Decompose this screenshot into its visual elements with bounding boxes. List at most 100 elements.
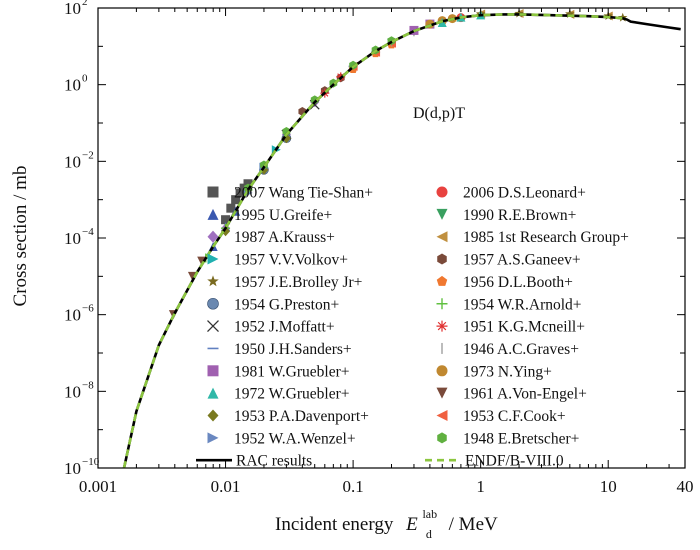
legend-marker — [207, 186, 219, 198]
legend-marker — [437, 432, 447, 444]
legend-entry: 1951 K.G.Mcneill+ — [436, 319, 585, 336]
legend-marker — [207, 387, 219, 399]
x-tick-label: 0.001 — [79, 477, 117, 496]
legend-label: 1985 1st Research Group+ — [463, 229, 629, 246]
legend-label: 1972 W.Gruebler+ — [234, 386, 350, 403]
legend-entry: 1981 W.Gruebler+ — [207, 363, 350, 380]
legend-marker — [436, 231, 448, 243]
legend-label: 1981 W.Gruebler+ — [234, 363, 350, 380]
legend-entry: 2007 Wang Tie-Shan+ — [207, 185, 373, 202]
legend-marker — [436, 186, 448, 198]
x-axis-title-sub: d — [426, 527, 432, 541]
legend-entry: 1973 N.Ying+ — [436, 363, 552, 380]
x-axis-title-text: Incident energy — [275, 514, 394, 535]
legend-entry: 1985 1st Research Group+ — [436, 229, 629, 246]
data-point — [281, 133, 291, 144]
legend-entry: 1957 V.V.Volkov+ — [207, 252, 348, 269]
y-tick-base: 10 — [64, 382, 81, 401]
legend-marker — [207, 409, 219, 422]
legend-label: 1973 N.Ying+ — [463, 363, 552, 380]
legend-entry: 1995 U.Greife+ — [207, 207, 332, 224]
legend-marker — [207, 365, 219, 377]
data-point — [231, 195, 241, 205]
legend-entry: 1957 J.E.Brolley Jr+ — [207, 274, 362, 291]
legend-label: 1954 G.Preston+ — [234, 296, 339, 313]
y-tick-base: 10 — [64, 152, 81, 171]
legend-label: 1952 J.Moffatt+ — [234, 319, 335, 336]
data-point — [565, 8, 575, 18]
legend-entry: 1957 A.S.Ganeev+ — [437, 252, 581, 269]
x-axis-title-unit: / MeV — [449, 514, 498, 535]
x-axis-title-symbol: E — [405, 514, 418, 535]
legend-entry: 1952 W.A.Wenzel+ — [207, 430, 356, 447]
legend-entry: 1953 P.A.Davenport+ — [207, 408, 369, 425]
legend-label: 1953 P.A.Davenport+ — [234, 408, 369, 425]
y-tick-label: 10−6 — [64, 303, 94, 325]
y-tick-exponent: 2 — [82, 0, 88, 8]
axes-layer: 0.001 0.01 0.1 1 10 4010−1010−810−610−410−210… — [64, 0, 694, 496]
legend-marker — [207, 208, 219, 220]
legend-label: RAC results — [236, 453, 312, 470]
legend-marker — [207, 230, 219, 243]
legend-entry: 1987 A.Krauss+ — [207, 229, 335, 246]
y-tick-base: 10 — [64, 0, 81, 18]
y-tick-exponent: −4 — [82, 226, 94, 238]
y-tick-exponent: −10 — [82, 456, 100, 468]
legend-label: 1954 W.R.Arnold+ — [463, 296, 582, 313]
y-tick-label: 102 — [64, 0, 88, 18]
x-axis-title: Incident energy E lab d / MeV — [275, 502, 498, 543]
data-point — [197, 256, 207, 266]
legend-marker — [207, 432, 219, 444]
data-point — [310, 95, 319, 105]
data-point — [235, 188, 245, 198]
y-tick-label: 10−4 — [64, 226, 94, 248]
y-tick-exponent: 0 — [82, 73, 88, 85]
legend-label: ENDF/B-VIII.0 — [465, 453, 564, 470]
x-tick-label: 0.1 — [342, 477, 363, 496]
legend-entry: 1952 J.Moffatt+ — [207, 319, 335, 336]
legend-marker — [207, 275, 219, 287]
legend-label: 1957 V.V.Volkov+ — [234, 252, 348, 269]
legend-entry: 2006 D.S.Leonard+ — [436, 185, 586, 202]
legend-label: 1995 U.Greife+ — [234, 207, 332, 224]
legend-entry: 1950 J.H.Sanders+ — [207, 341, 352, 358]
legend-marker — [207, 297, 219, 310]
legend-label: 1990 R.E.Brown+ — [463, 207, 576, 224]
y-tick-base: 10 — [64, 459, 81, 478]
x-tick-label: 1 — [476, 477, 485, 496]
legend-marker — [436, 410, 448, 421]
legend-entry: 1956 D.L.Booth+ — [436, 274, 573, 291]
y-tick-label: 10−2 — [64, 149, 94, 171]
y-tick-exponent: −2 — [82, 149, 94, 161]
legend-entry: ENDF/B-VIII.0 — [425, 453, 564, 470]
y-tick-exponent: −6 — [82, 303, 94, 315]
y-tick-label: 10−10 — [64, 456, 100, 478]
y-tick-base: 10 — [64, 76, 81, 95]
legend-label: 1957 J.E.Brolley Jr+ — [234, 274, 362, 291]
legend-label: 1952 W.A.Wenzel+ — [234, 430, 356, 447]
legend-label: 1987 A.Krauss+ — [234, 229, 335, 246]
y-tick-base: 10 — [64, 306, 81, 325]
y-axis-title: Cross section / mb — [10, 166, 31, 307]
legend-entry: 1946 A.C.Graves+ — [441, 341, 579, 358]
legend-entry: 1972 W.Gruebler+ — [207, 386, 350, 403]
x-tick-label: 0.01 — [211, 477, 241, 496]
x-tick-label: 10 — [600, 477, 617, 496]
legend-label: 1951 K.G.Mcneill+ — [463, 319, 585, 336]
data-point — [221, 215, 231, 225]
y-tick-label: 100 — [64, 73, 88, 95]
data-point — [514, 8, 524, 18]
legend-marker — [436, 298, 448, 310]
data-point — [226, 203, 236, 213]
chart-annotation: D(d,p)T — [413, 105, 465, 122]
legend-marker — [437, 253, 447, 265]
legend-entry: RAC results — [196, 453, 312, 470]
legend-label: 1950 J.H.Sanders+ — [234, 341, 352, 358]
data-layer — [122, 8, 681, 468]
legend-label: 2006 D.S.Leonard+ — [463, 185, 586, 202]
legend-marker — [207, 320, 219, 333]
x-axis-title-sup: lab — [422, 507, 437, 521]
legend-marker — [436, 365, 448, 377]
legend-entry: 1954 G.Preston+ — [207, 296, 339, 313]
